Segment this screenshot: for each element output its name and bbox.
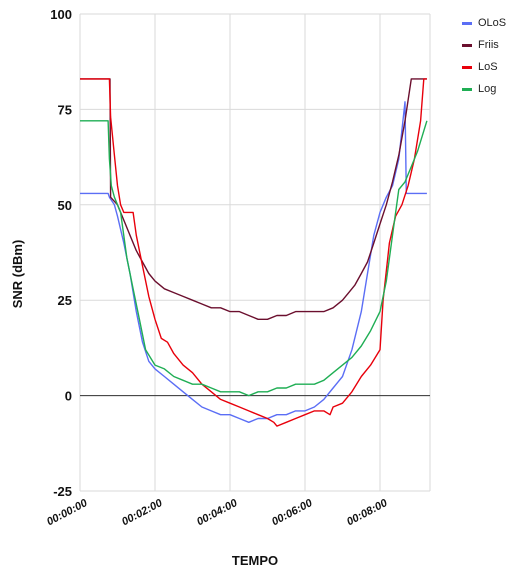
x-tick-label: 00:06:00 bbox=[270, 497, 315, 529]
y-tick-label: 0 bbox=[65, 389, 72, 404]
series-line-olos bbox=[80, 101, 427, 423]
legend-label: Log bbox=[478, 83, 497, 95]
x-tick-label: 00:08:00 bbox=[345, 497, 390, 529]
legend-item-los: LoS bbox=[462, 56, 506, 78]
legend-swatch bbox=[462, 21, 472, 25]
y-axis-ticks: 100 75 50 25 0 -25 bbox=[50, 7, 72, 499]
y-axis-label: SNR (dBm) bbox=[10, 240, 25, 309]
series-line-los bbox=[80, 78, 427, 427]
legend-swatch bbox=[462, 65, 472, 69]
y-tick-label: 50 bbox=[58, 198, 72, 213]
legend-swatch bbox=[462, 87, 472, 91]
y-tick-label: 25 bbox=[58, 293, 72, 308]
x-tick-label: 00:02:00 bbox=[120, 497, 165, 529]
legend: OLoS Friis LoS Log bbox=[462, 12, 506, 100]
legend-item-log: Log bbox=[462, 78, 506, 100]
x-axis-label: TEMPO bbox=[232, 553, 278, 568]
y-tick-label: -25 bbox=[53, 484, 72, 499]
series-lines bbox=[80, 78, 428, 427]
legend-label: LoS bbox=[478, 61, 498, 73]
x-tick-label: 00:00:00 bbox=[45, 497, 90, 529]
y-tick-label: 100 bbox=[50, 7, 72, 22]
y-tick-label: 75 bbox=[58, 102, 72, 117]
legend-label: Friis bbox=[478, 39, 499, 51]
legend-label: OLoS bbox=[478, 17, 507, 29]
series-line-log bbox=[80, 120, 428, 397]
x-axis-ticks: 00:00:00 00:02:00 00:04:00 00:06:00 00:08:00 bbox=[45, 497, 390, 529]
x-tick-label: 00:04:00 bbox=[195, 497, 240, 529]
legend-swatch bbox=[462, 43, 472, 47]
legend-item-friis: Friis bbox=[462, 34, 506, 56]
legend-item-olos: OLoS bbox=[462, 12, 506, 34]
